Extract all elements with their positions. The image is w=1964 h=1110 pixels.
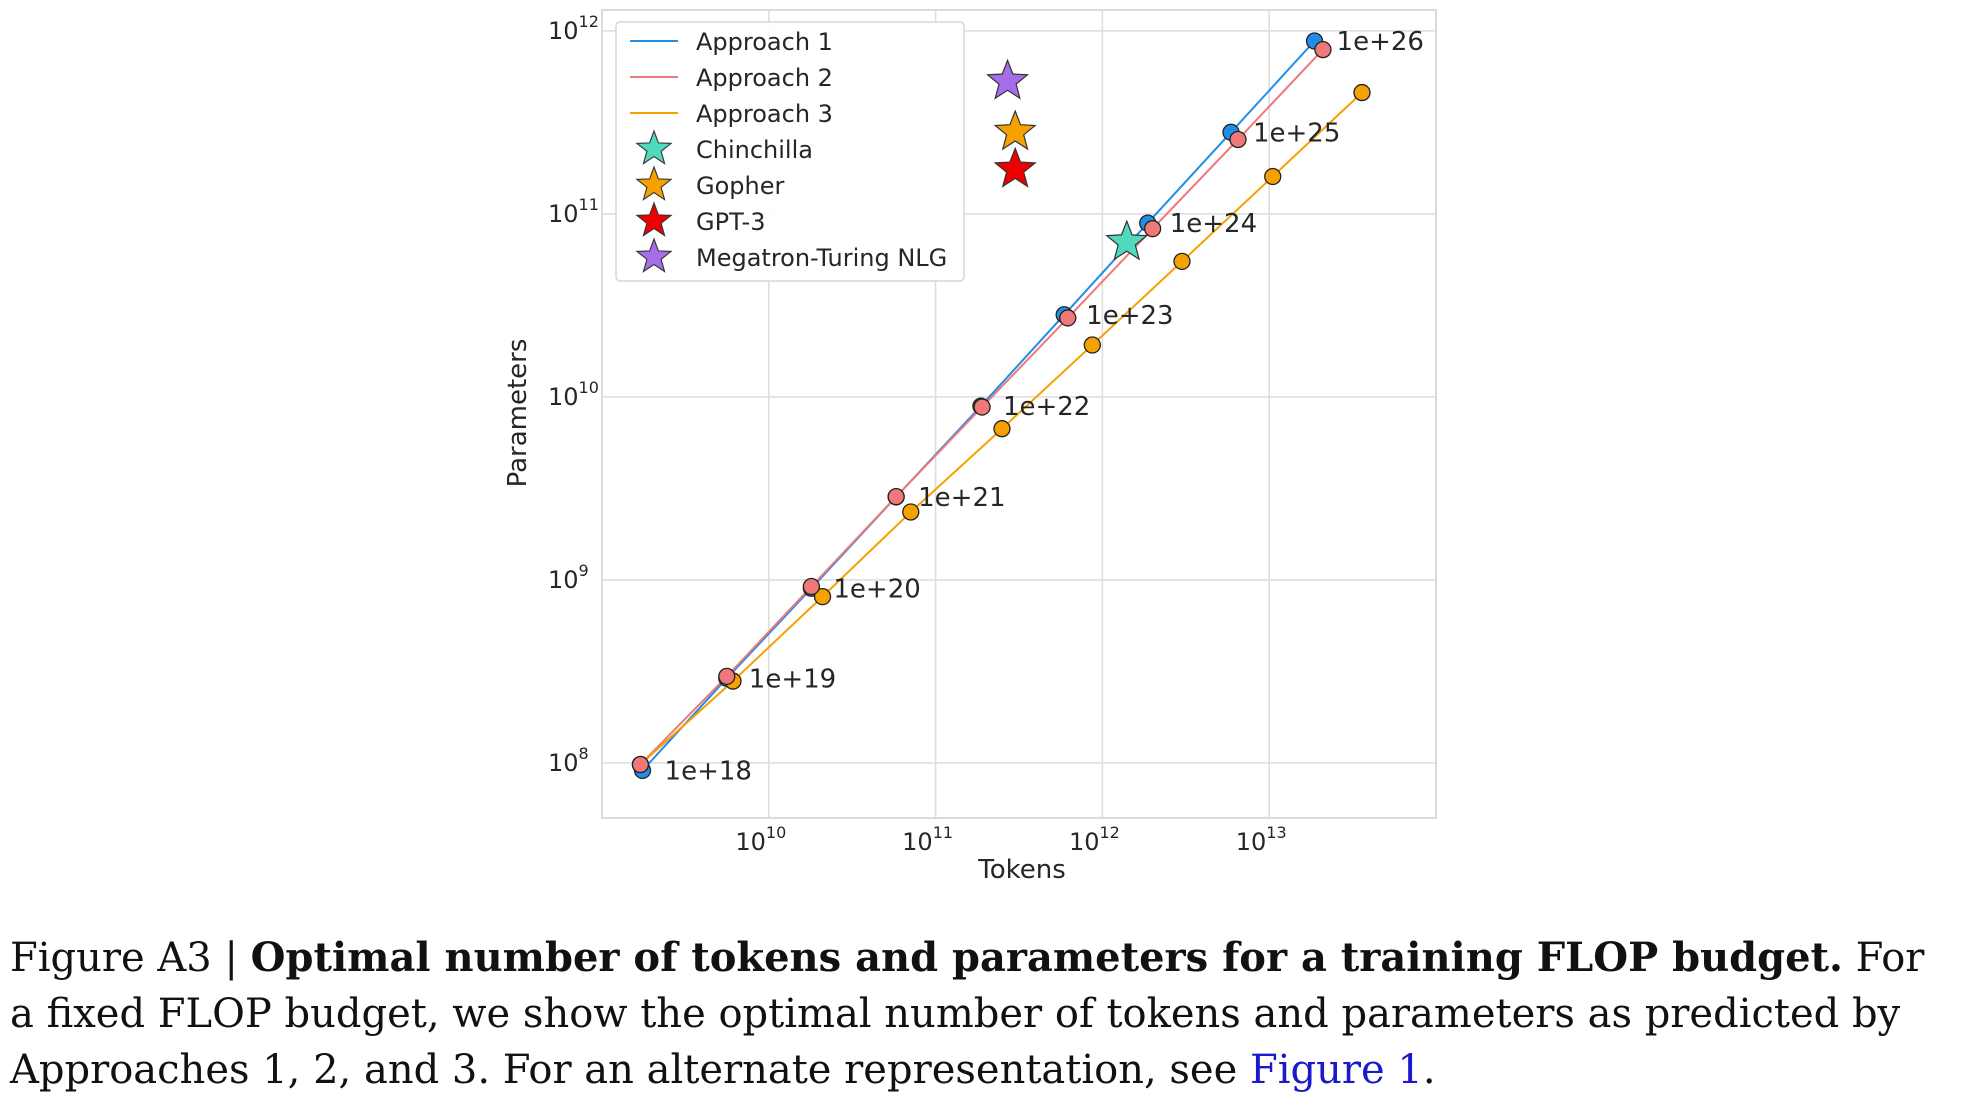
caption-title: Optimal number of tokens and parameters … (250, 934, 1843, 981)
legend-star-marker (635, 165, 673, 201)
flop-label: 1e+21 (918, 483, 1005, 513)
legend-label: Chinchilla (696, 136, 813, 164)
y-axis-label: Parameters (503, 339, 533, 488)
series-points (631, 32, 1371, 780)
flop-label: 1e+23 (1086, 301, 1173, 331)
caption-label: Figure A3 | (10, 935, 251, 981)
x-tick-exponent: 12 (1099, 823, 1119, 842)
figure-1-link[interactable]: Figure 1 (1249, 1047, 1423, 1093)
series-point-2 (973, 398, 991, 416)
y-tick-label: 108 (548, 744, 589, 777)
series-point-3 (813, 587, 832, 606)
legend-label: Approach 3 (696, 100, 833, 128)
flop-label: 1e+18 (665, 756, 752, 786)
legend-label: Approach 2 (696, 64, 833, 92)
legend-box (615, 21, 965, 282)
flop-label: 1e+20 (833, 574, 920, 604)
legend: Approach 1 Approach 2 Approach 3 Chinchilla… (615, 21, 965, 282)
x-tick-exponent: 13 (1266, 823, 1286, 842)
series-point-3 (902, 503, 920, 521)
series-point-2 (1229, 130, 1247, 149)
x-tick-label: 1010 (735, 823, 786, 856)
y-tick-label: 1010 (548, 378, 599, 411)
figure-caption: Figure A3 | Optimal number of tokens and… (10, 930, 1960, 1098)
series-point-2 (631, 755, 650, 774)
caption-text: For a fixed FLOP budget, we show the opt… (10, 935, 1925, 1093)
y-tick-exponent: 10 (579, 378, 599, 397)
caption-end: . (1422, 1047, 1436, 1093)
series-point-2 (802, 577, 821, 596)
y-tick-label: 1012 (548, 12, 599, 45)
x-tick-exponent: 10 (766, 823, 786, 842)
legend-star-marker (635, 201, 673, 237)
series-point-2 (887, 488, 905, 506)
legend-label: Megatron-Turing NLG (696, 244, 947, 272)
model-stars (986, 58, 1149, 261)
legend-star-marker (635, 129, 673, 165)
y-tick-label: 1011 (548, 195, 599, 228)
figure: 1e+18 1e+19 1e+20 1e+21 1e+22 1e+23 1e+24 1e+25… (503, 9, 1437, 885)
flop-label: 1e+25 (1253, 118, 1340, 148)
series-point-3 (1353, 83, 1371, 102)
y-tick-exponent: 12 (579, 12, 599, 31)
model-star (993, 109, 1037, 151)
flop-label: 1e+24 (1170, 209, 1257, 239)
legend-label: Approach 1 (696, 28, 833, 56)
series-point-2 (1059, 309, 1077, 327)
x-tick-label: 1011 (902, 823, 953, 856)
series-point-2 (1314, 40, 1332, 59)
series-point-3 (1173, 252, 1191, 271)
legend-label: GPT-3 (696, 208, 765, 236)
series-point-2 (718, 667, 736, 686)
y-tick-label: 109 (548, 561, 589, 594)
series-point-3 (1083, 336, 1101, 354)
x-tick-label: 1012 (1069, 823, 1120, 856)
x-tick-exponent: 11 (933, 823, 953, 842)
y-tick-exponent: 8 (579, 744, 589, 763)
model-star (993, 146, 1037, 188)
x-tick-label: 1013 (1236, 823, 1287, 856)
flop-label: 1e+26 (1337, 27, 1424, 57)
y-tick-exponent: 11 (579, 195, 599, 214)
x-axis-label: Tokens (977, 855, 1066, 885)
legend-star-marker (635, 237, 673, 273)
model-star (1105, 219, 1149, 261)
model-star (986, 58, 1030, 100)
flop-label: 1e+19 (749, 664, 836, 694)
flop-labels: 1e+18 1e+19 1e+20 1e+21 1e+22 1e+23 1e+24 1e+25… (665, 27, 1424, 786)
series-point-2 (1143, 220, 1162, 238)
legend-label: Gopher (696, 172, 784, 200)
y-tick-exponent: 9 (579, 561, 589, 580)
flop-label: 1e+22 (1003, 392, 1090, 422)
series-point-3 (1264, 167, 1282, 186)
chart: 1e+18 1e+19 1e+20 1e+21 1e+22 1e+23 1e+24 1e+25… (503, 9, 1437, 885)
series-point-3 (993, 420, 1011, 438)
